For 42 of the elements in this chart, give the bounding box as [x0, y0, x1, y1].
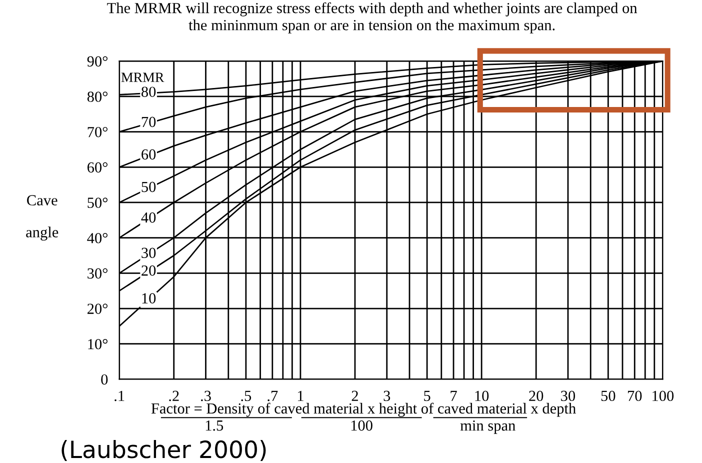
x-tick-label: 7: [450, 390, 457, 401]
x-tick-label: 30: [561, 390, 576, 402]
x-tick-label: .2: [169, 390, 179, 402]
x-tick-label: 20: [529, 390, 544, 402]
y-tick-label: 80°: [87, 92, 108, 102]
series-label: 10: [142, 293, 156, 304]
y-tick-label: 10°: [88, 338, 108, 350]
series-label: 30: [142, 248, 156, 258]
y-tick-label: 90°: [87, 56, 108, 67]
text: min span: [460, 420, 516, 434]
legend-title: MRMR: [121, 72, 164, 82]
x-axis-title: Factor = Density of caved material x height of caved material x depth: [151, 402, 576, 417]
x-tick-label: 100: [652, 390, 674, 402]
series-label: 70: [142, 116, 156, 128]
text: Cave angle: [26, 195, 58, 241]
x-tick-label: 3: [384, 390, 390, 402]
y-tick-label: 0: [101, 374, 108, 385]
y-tick-label: 60°: [88, 162, 108, 173]
y-tick-label: 30°: [88, 268, 108, 279]
x-tick-label: .7: [268, 390, 278, 402]
x-tick-label: 50: [601, 390, 616, 402]
y-tick-label: 40°: [87, 232, 108, 244]
x-tick-label: 70: [628, 390, 642, 402]
series-label: 80: [142, 86, 156, 97]
x-tick-label: .1: [114, 390, 124, 402]
x-tick-label: 5: [424, 390, 430, 402]
x-tick-label: 10: [475, 390, 489, 402]
x-tick-label: 1: [298, 390, 304, 401]
x-tick-label: 2: [352, 390, 358, 401]
y-tick-label: 50°: [88, 198, 108, 208]
text: 100: [351, 420, 372, 431]
text: (Laubscher 2000): [62, 440, 266, 462]
series-label: 40: [141, 212, 156, 223]
chart-title: The MRMR will recognize stress effects with depth and whether joints are clamped on the mininmum span or are in tension on the maximum span.: [107, 2, 638, 34]
y-tick-label: 70°: [88, 126, 108, 138]
series-label: 20: [142, 265, 156, 276]
series-label: 60: [142, 149, 156, 160]
text: 1.5: [206, 420, 224, 431]
x-tick-label: .3: [201, 390, 211, 402]
x-tick-label: .5: [241, 390, 252, 402]
series-label: 50: [142, 182, 156, 192]
y-tick-label: 20°: [88, 304, 108, 314]
